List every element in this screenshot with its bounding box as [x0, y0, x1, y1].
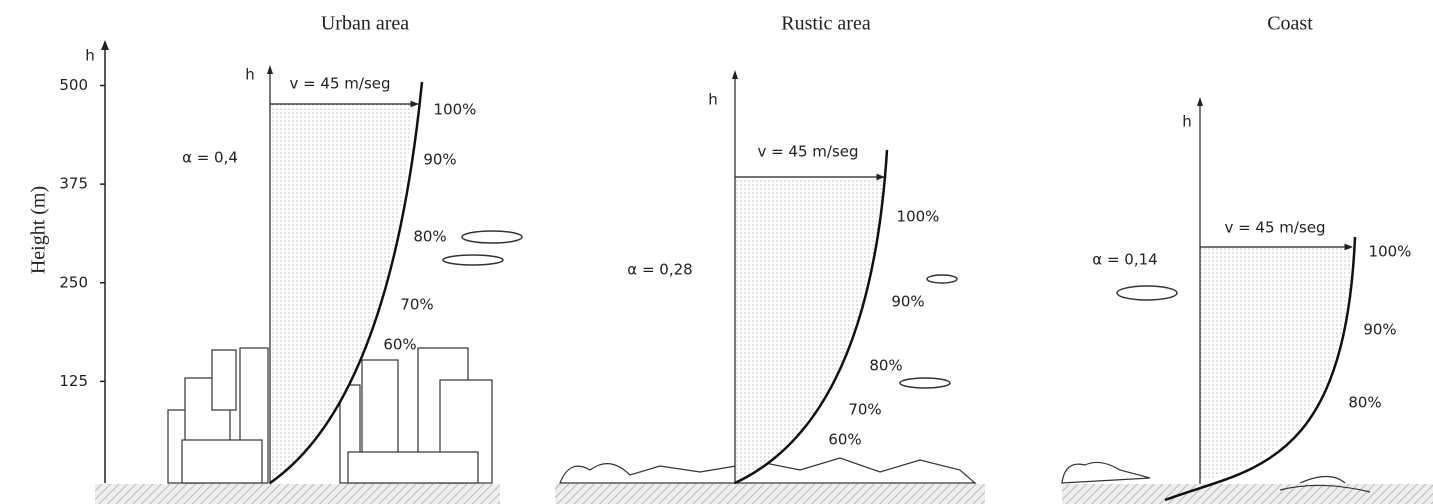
level-label: 90% — [423, 151, 456, 169]
level-label: 70% — [848, 401, 881, 419]
level-label: 100% — [897, 208, 940, 226]
h-label: h — [1182, 113, 1192, 131]
stipple — [1200, 247, 1353, 480]
axis-h: h — [85, 47, 95, 65]
level-label: 60% — [383, 336, 416, 354]
y-tick-label: 500 — [59, 76, 88, 94]
panel-title: Coast — [1267, 13, 1313, 35]
alpha-label: α = 0,28 — [627, 261, 692, 279]
level-label: 80% — [413, 228, 446, 246]
level-label: 80% — [1348, 394, 1381, 412]
level-label: 100% — [1369, 243, 1412, 261]
h-arrow — [267, 65, 273, 74]
h-label: h — [245, 66, 255, 84]
h-arrow — [1197, 97, 1203, 106]
level-label: 80% — [869, 357, 902, 375]
panel-title: Urban area — [321, 13, 409, 35]
y-tick-label: 375 — [59, 175, 88, 193]
h-arrow — [732, 70, 738, 79]
y-tick-label: 250 — [59, 273, 88, 291]
level-label: 90% — [1363, 321, 1396, 339]
panel-title: Rustic area — [781, 13, 871, 35]
diagram: h Height (m) 500 375 250 125 Urban area h v = … — [0, 0, 1433, 504]
velocity-label: v = 45 m/seg — [289, 75, 390, 93]
level-label: 70% — [400, 296, 433, 314]
velocity-label: v = 45 m/seg — [1224, 219, 1325, 237]
alpha-label: α = 0,14 — [1092, 251, 1157, 269]
axis-label: Height (m) — [28, 186, 50, 274]
y-axis: h Height (m) — [28, 40, 109, 483]
level-label: 90% — [891, 293, 924, 311]
alpha-label: α = 0,4 — [182, 149, 238, 167]
y-tick-label: 125 — [59, 372, 88, 390]
velocity-label: v = 45 m/seg — [757, 143, 858, 161]
h-label: h — [708, 91, 718, 109]
level-label: 100% — [434, 101, 477, 119]
ground — [95, 484, 1433, 504]
level-label: 60% — [828, 431, 861, 449]
